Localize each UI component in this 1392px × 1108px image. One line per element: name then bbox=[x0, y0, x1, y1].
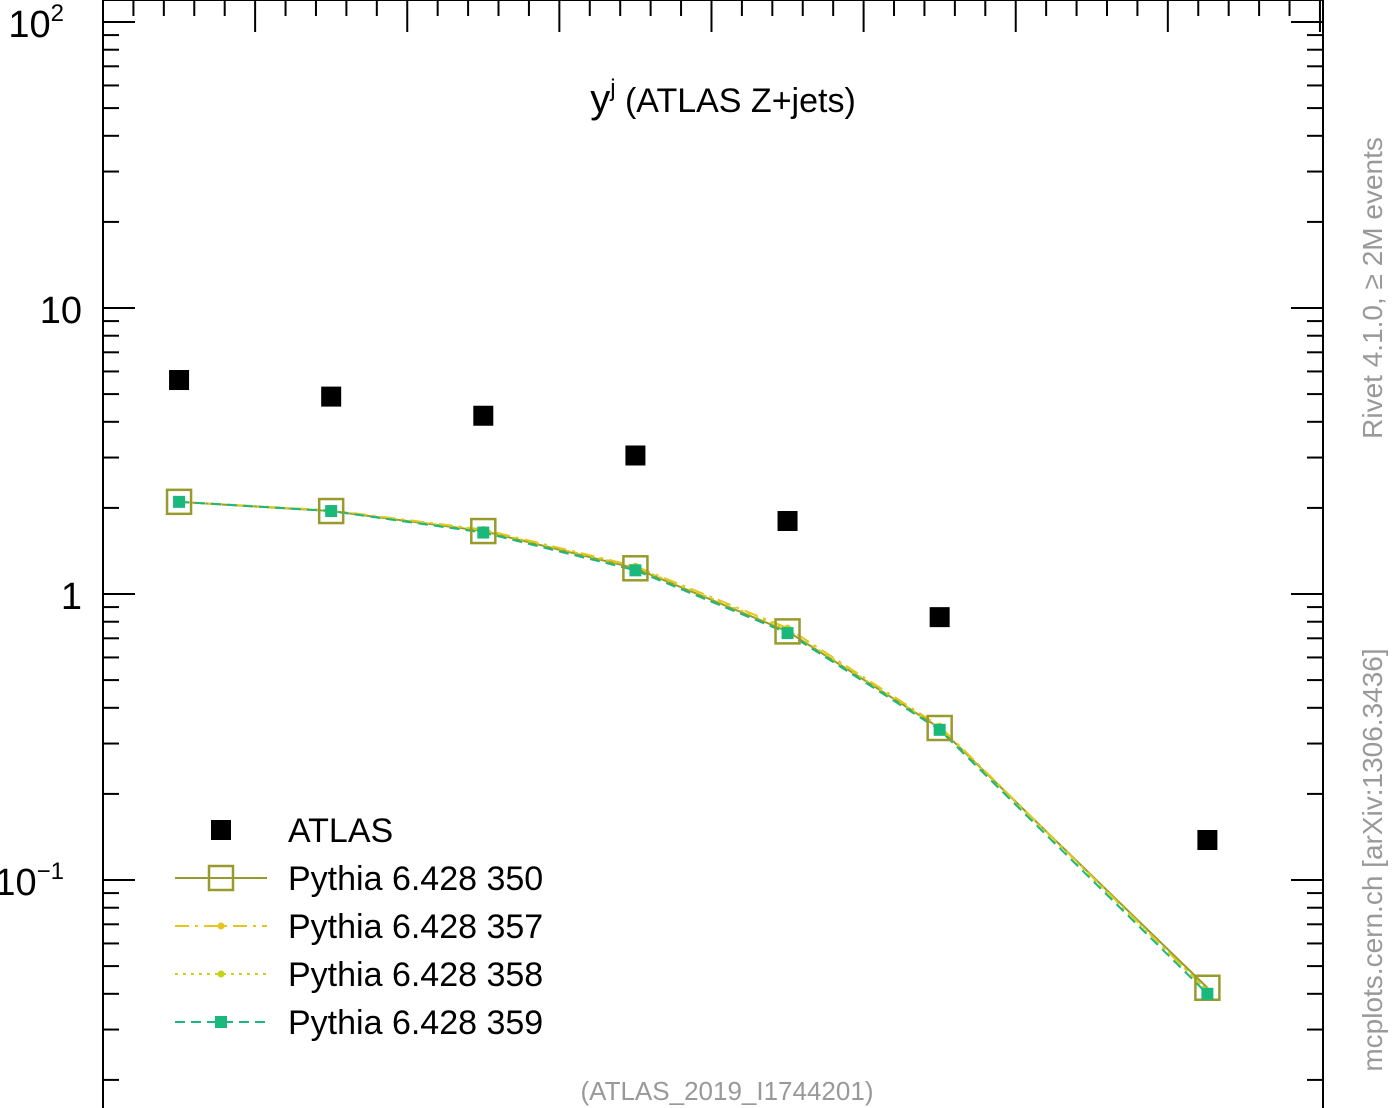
legend-marker-pythia-6-428-350 bbox=[207, 864, 235, 892]
data-point-atlas bbox=[625, 445, 646, 466]
chart-title: yj (ATLAS Z+jets) bbox=[590, 75, 856, 121]
legend-marker-atlas bbox=[211, 820, 231, 840]
y-tick-label: 10 bbox=[40, 290, 82, 332]
legend-label-pythia-6-428-358: Pythia 6.428 358 bbox=[288, 956, 543, 994]
data-point-atlas bbox=[777, 510, 798, 531]
data-point-pythia-6-428-359 bbox=[629, 564, 642, 577]
data-point-pythia-6-428-359 bbox=[933, 723, 946, 736]
legend-label-pythia-6-428-359: Pythia 6.428 359 bbox=[288, 1004, 543, 1042]
footer-analysis-id: (ATLAS_2019_I1744201) bbox=[581, 1076, 874, 1106]
axis-ticks bbox=[102, 0, 1323, 1081]
data-point-atlas bbox=[473, 405, 494, 426]
data-point-atlas bbox=[1197, 829, 1218, 850]
data-point-atlas bbox=[321, 386, 342, 407]
y-tick-label: 1 bbox=[61, 576, 82, 618]
legend-marker-pythia-6-428-357 bbox=[217, 922, 225, 930]
legend-label-pythia-6-428-357: Pythia 6.428 357 bbox=[288, 908, 543, 946]
data-point-pythia-6-428-359 bbox=[781, 627, 794, 640]
data-point-pythia-6-428-359 bbox=[1201, 987, 1214, 1000]
plot-frame bbox=[102, 0, 1324, 1108]
side-text-rivet: Rivet 4.1.0, ≥ 2M events bbox=[1357, 137, 1388, 439]
side-text-mcplots: mcplots.cern.ch [arXiv:1306.3436] bbox=[1357, 648, 1388, 1071]
legend-marker-pythia-6-428-358 bbox=[217, 970, 225, 978]
y-axis-tick-labels: 102 10 1 10−1 bbox=[0, 0, 82, 904]
y-tick-label: 102 bbox=[8, 0, 64, 46]
data-points bbox=[165, 370, 1221, 1002]
data-point-pythia-6-428-350 bbox=[470, 517, 497, 545]
legend-label-atlas: ATLAS bbox=[288, 812, 393, 850]
data-point-pythia-6-428-350 bbox=[926, 714, 953, 742]
legend: ATLAS Pythia 6.428 350 Pythia 6.428 357 Pyt… bbox=[175, 812, 543, 1042]
data-point-atlas bbox=[929, 607, 950, 628]
data-point-pythia-6-428-359 bbox=[325, 505, 338, 518]
data-point-pythia-6-428-359 bbox=[173, 495, 186, 508]
data-point-atlas bbox=[169, 370, 190, 391]
data-point-pythia-6-428-359 bbox=[477, 526, 490, 539]
data-point-pythia-6-428-350 bbox=[317, 497, 345, 525]
data-point-pythia-6-428-350 bbox=[622, 555, 649, 582]
data-point-pythia-6-428-350 bbox=[165, 488, 193, 516]
legend-label-pythia-6-428-350: Pythia 6.428 350 bbox=[288, 860, 543, 898]
data-point-pythia-6-428-350 bbox=[774, 618, 801, 645]
y-tick-label: 10−1 bbox=[0, 858, 64, 904]
legend-marker-pythia-6-428-359 bbox=[215, 1016, 227, 1028]
